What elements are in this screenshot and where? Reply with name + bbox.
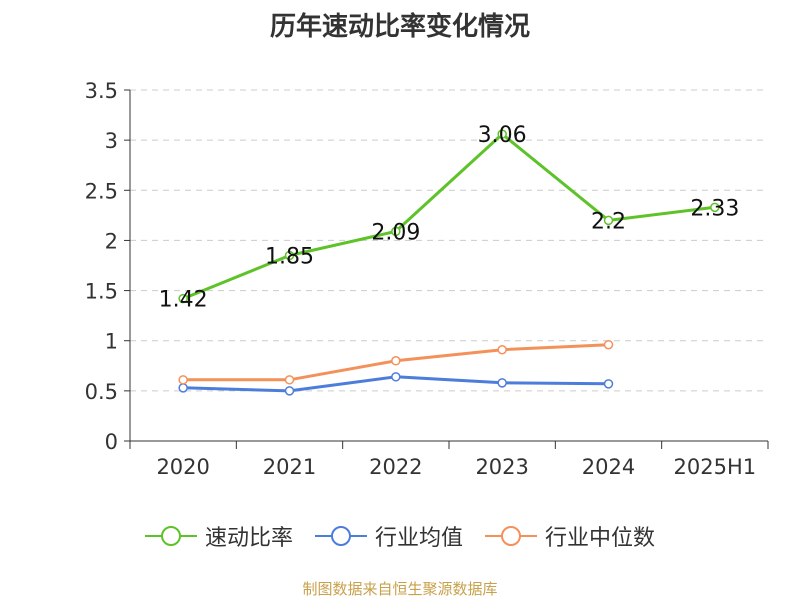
data-point [603,379,614,389]
data-label: 2.2 [591,209,626,234]
data-label: 1.42 [159,288,208,313]
data-label: 2.33 [690,196,739,221]
series-layer [178,129,720,396]
data-point [284,386,295,396]
data-point [178,293,188,304]
legend-item-quick-ratio[interactable]: 速动比率 [144,520,293,552]
legend-item-industry-mean[interactable]: 行业均值 [314,520,463,552]
legend-item-industry-median[interactable]: 行业中位数 [485,520,655,552]
axes: 0 0.5 1 1.5 2 2.5 3 3.5 2020 2021 2022 2023 2024 2025… [85,79,769,479]
data-point [391,356,401,366]
data-point [603,215,614,226]
legend-label: 行业中位数 [545,526,656,551]
y-tick-label: 0.5 [85,380,118,404]
source-note: 制图数据来自恒生聚源数据库 [302,580,498,598]
data-point [284,250,295,261]
data-point [497,129,507,139]
data-point [603,339,614,350]
series-line [182,132,715,300]
grid-lines [130,89,768,392]
legend: 速动比率 行业均值 行业中位数 [0,520,800,552]
data-point [497,378,507,388]
data-point [178,375,188,385]
y-tick-label: 1 [105,330,118,354]
x-tick-label: 2024 [582,455,635,479]
x-tick-label: 2020 [156,455,209,479]
data-point [497,344,507,355]
data-point [178,383,188,393]
data-point [284,375,295,385]
x-tick-label: 2022 [369,455,422,479]
y-tick-label: 0 [105,430,118,454]
legend-label: 速动比率 [204,526,293,551]
legend-label: 行业均值 [374,526,463,551]
data-point [391,372,401,382]
x-tick-label: 2023 [475,455,528,479]
data-label: 2.09 [371,220,420,245]
y-tick-label: 1.5 [85,280,118,304]
legend-swatch-icon [144,526,197,546]
data-point [391,226,401,237]
chart-title: 历年速动比率变化情况 [269,12,530,42]
y-tick-label: 3 [105,129,118,153]
y-tick-label: 3.5 [85,79,118,103]
legend-swatch-icon [314,526,367,546]
legend-swatch-icon [485,526,537,546]
data-label: 1.85 [265,244,314,269]
data-point [710,202,720,213]
data-label: 3.06 [478,123,527,148]
x-tick-label: 2021 [263,455,316,479]
y-tick-label: 2 [105,229,118,253]
x-tick-label: 2025H1 [674,455,757,479]
y-tick-label: 2.5 [85,179,118,203]
data-labels: 1.42 1.85 2.09 3.06 2.2 2.33 [159,123,740,312]
